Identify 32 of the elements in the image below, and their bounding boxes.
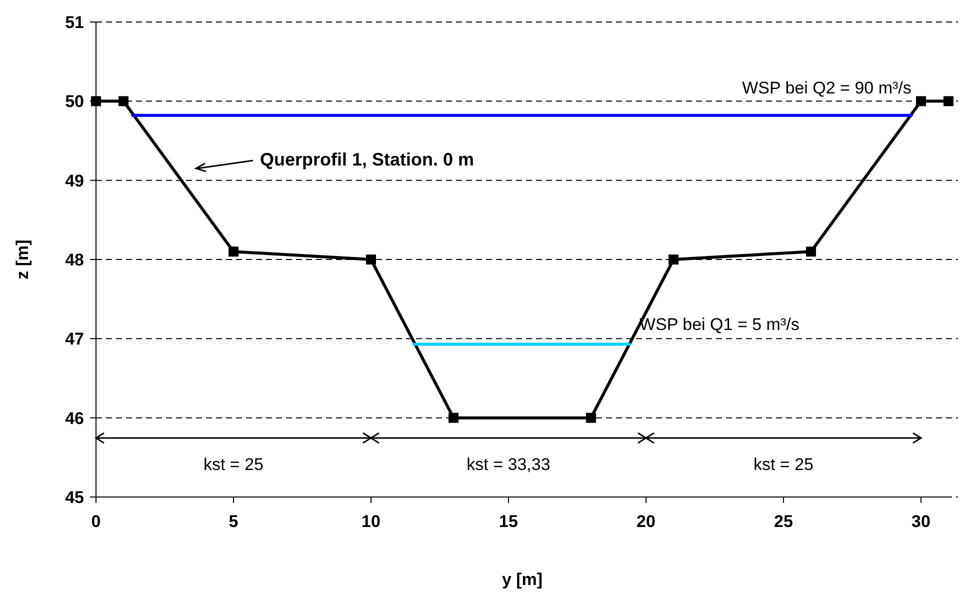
series-label: WSP bei Q1 = 5 m³/s — [640, 315, 800, 334]
point — [448, 412, 458, 423]
series-label: WSP bei Q2 = 90 m³/s — [742, 78, 912, 98]
y-tick-label: 46 — [65, 408, 84, 428]
y-tick-label: 48 — [65, 250, 84, 270]
point — [91, 96, 101, 106]
point — [944, 96, 954, 106]
point — [668, 254, 678, 264]
x-axis-title: y [m] — [502, 570, 543, 589]
x-tick-label: 25 — [774, 512, 793, 531]
annotation: kst = 33,33 — [466, 455, 550, 474]
point — [228, 246, 238, 257]
y-tick-label: 49 — [65, 171, 84, 190]
y-axis-title: z [m] — [13, 240, 32, 280]
point — [586, 412, 596, 423]
x-tick-label: 5 — [228, 512, 238, 531]
point — [366, 254, 376, 264]
y-tick-label: 50 — [65, 92, 84, 112]
annotation: kst = 25 — [203, 455, 264, 474]
y-tick-label: 45 — [65, 488, 84, 507]
annotation: Querprofil 1, Station. 0 m — [260, 149, 474, 170]
x-tick-label: 30 — [912, 512, 930, 531]
point — [806, 246, 816, 257]
point — [916, 96, 926, 106]
y-tick-label: 47 — [65, 330, 84, 349]
x-tick-label: 0 — [91, 512, 101, 531]
x-tick-label: 20 — [636, 512, 656, 531]
y-tick-label: 51 — [65, 12, 84, 32]
point — [118, 96, 128, 106]
x-tick-label: 15 — [499, 512, 518, 531]
annotation: kst = 25 — [753, 455, 814, 474]
x-tick-label: 10 — [362, 512, 380, 531]
